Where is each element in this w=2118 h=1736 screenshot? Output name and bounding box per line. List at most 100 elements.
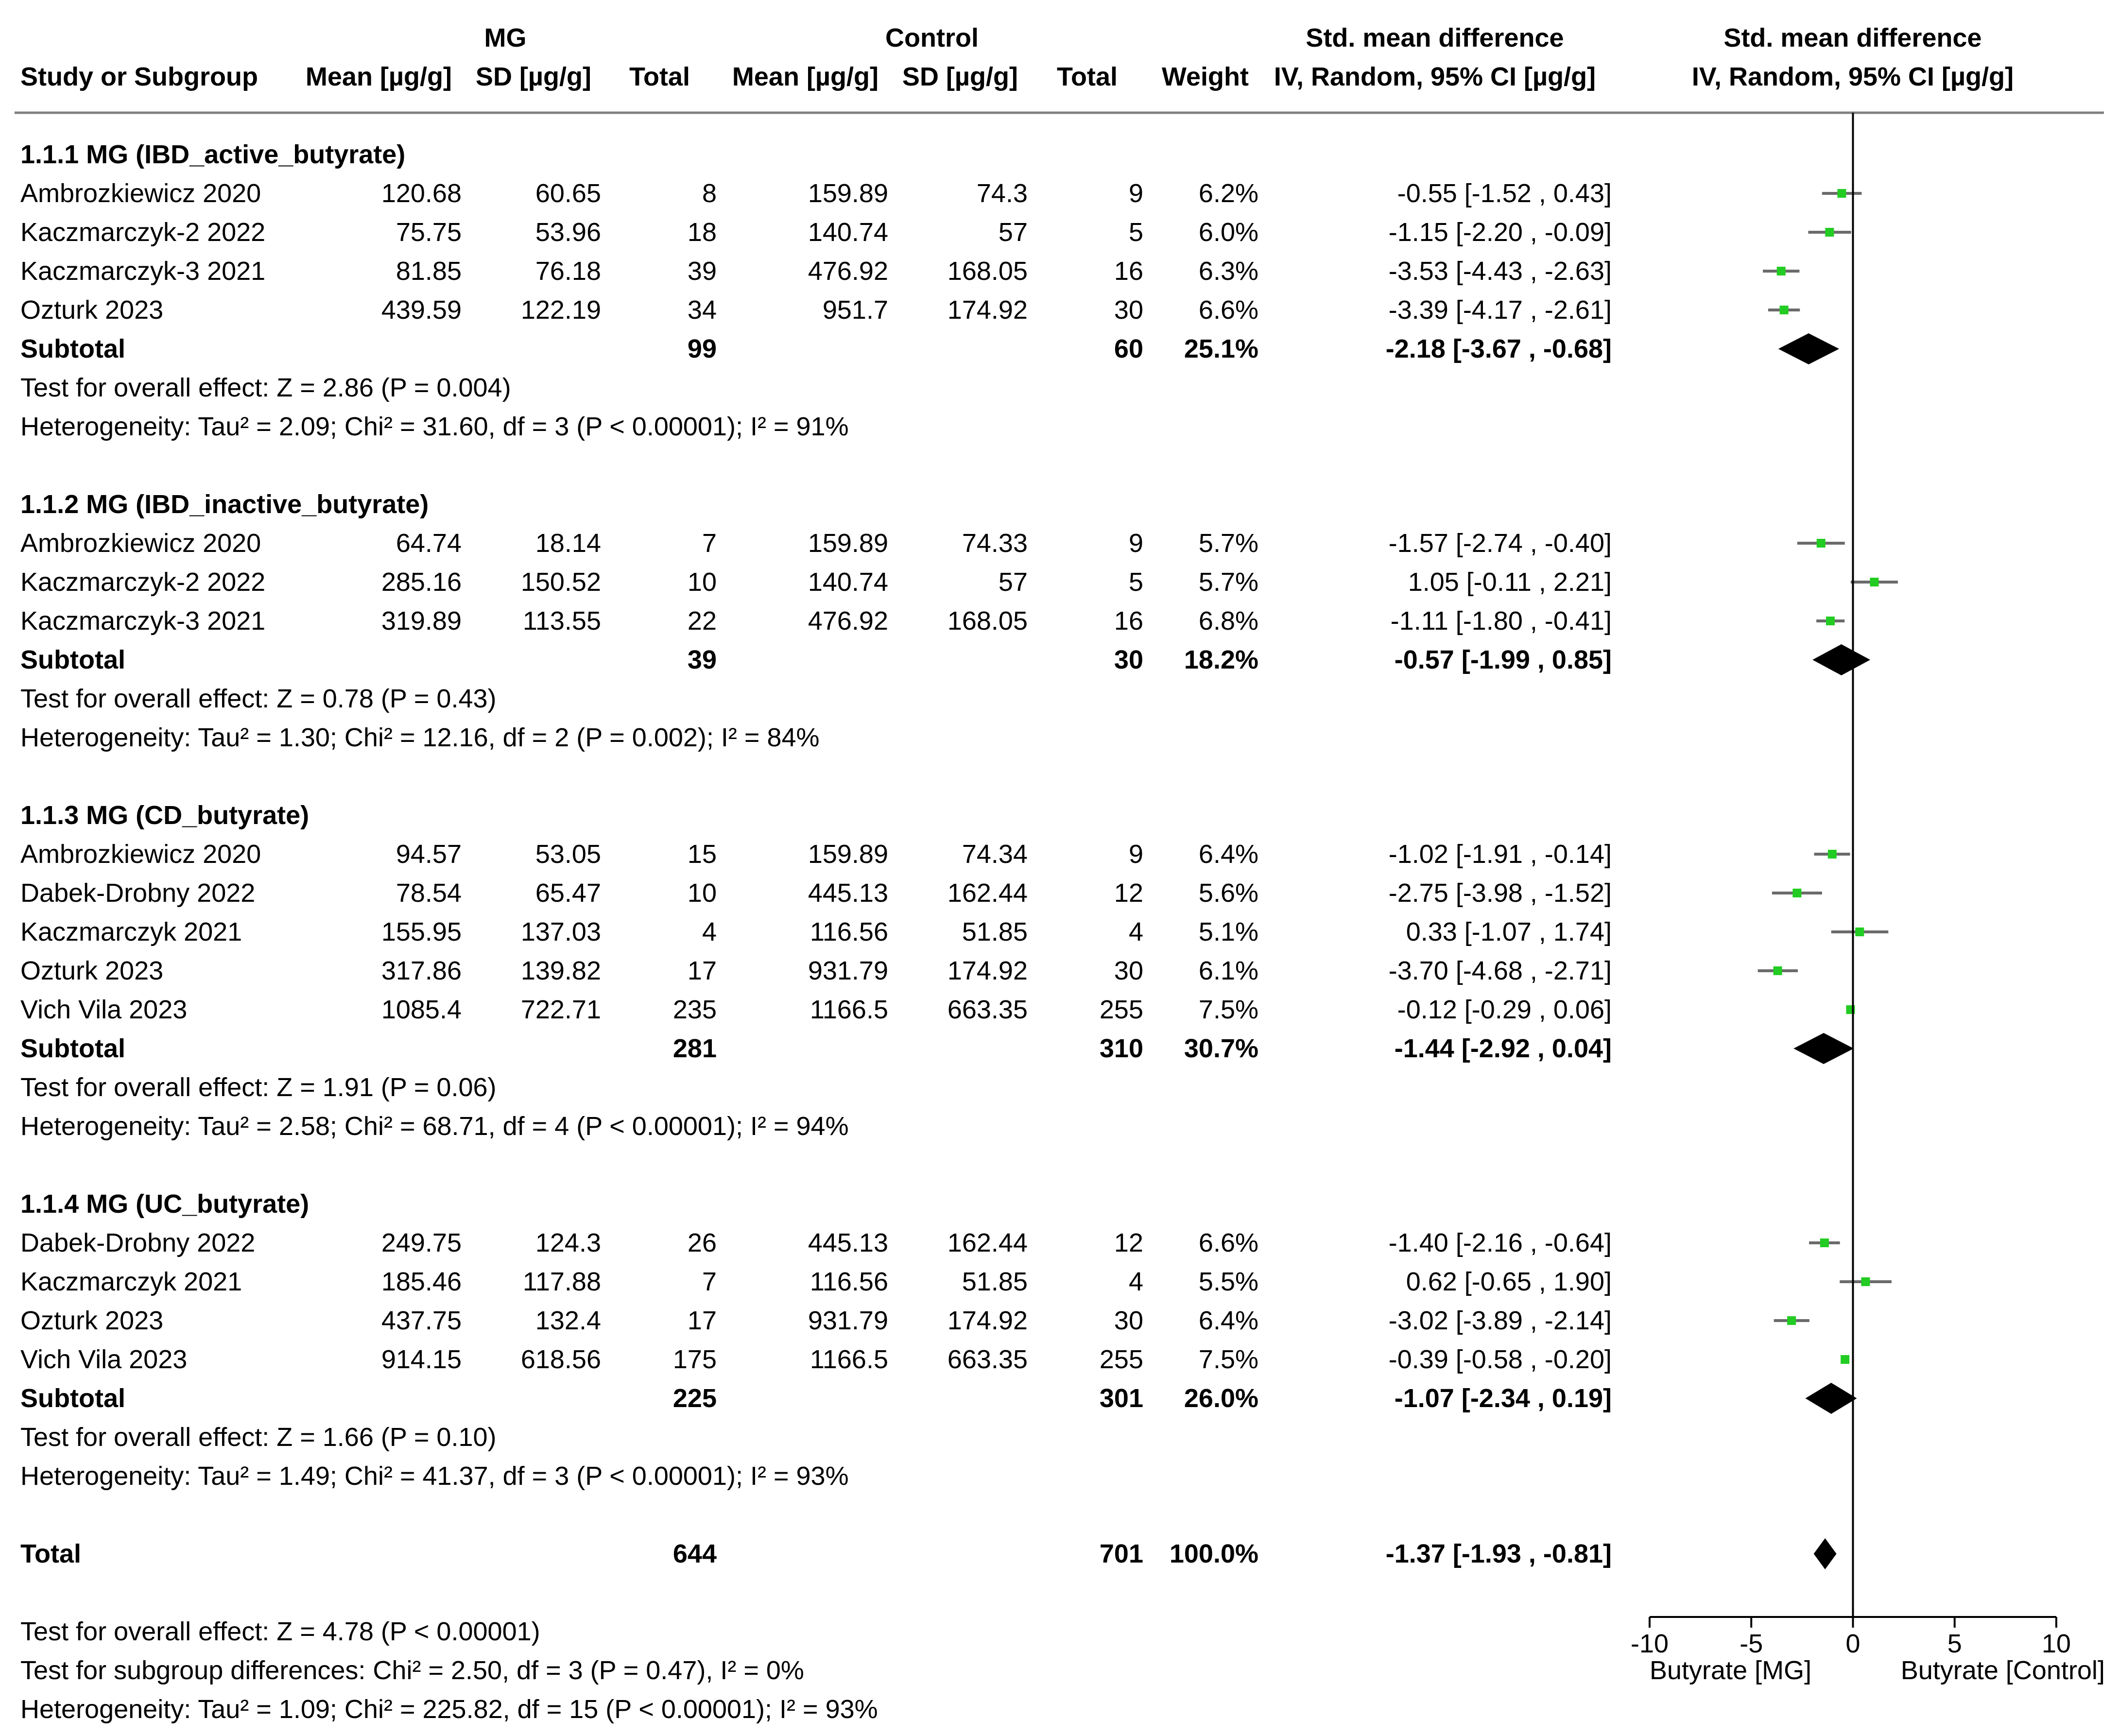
total1: 10 [688,567,717,597]
study-name: Kaczmarczyk 2021 [20,917,242,946]
subtotal-ci-text: -1.07 [-2.34 , 0.19] [1395,1384,1612,1413]
mean2: 140.74 [808,567,888,597]
group2-header: Control [885,23,979,52]
total-label: Total [20,1539,81,1568]
mean1: 285.16 [381,567,462,597]
mean2: 476.92 [808,257,888,286]
study-name: Kaczmarczyk 2021 [20,1267,242,1296]
mean1: 914.15 [381,1345,462,1374]
sd1: 139.82 [521,956,601,985]
weight: 7.5% [1199,1345,1258,1374]
ci-text: -1.57 [-2.74 , -0.40] [1389,529,1612,558]
total1: 10 [688,878,717,908]
total-ci-text: -1.37 [-1.93 , -0.81] [1386,1539,1612,1568]
study-name: Kaczmarczyk-3 2021 [20,257,265,286]
total1: 17 [688,956,717,985]
sd1: 132.4 [535,1306,601,1335]
sd2: 663.35 [947,1345,1028,1374]
ci-text: -3.02 [-3.89 , -2.14] [1389,1306,1612,1335]
weight: 5.1% [1199,917,1258,946]
subtotal-weight: 25.1% [1184,334,1258,363]
study-name: Kaczmarczyk-2 2022 [20,218,265,247]
study-name: Vich Vila 2023 [20,1345,187,1374]
mean2: 445.13 [808,878,888,908]
col-sd2: SD [µg/g] [902,62,1018,91]
total2: 255 [1100,1345,1143,1374]
point-estimate [1779,306,1789,314]
plot-header-title: Std. mean difference [1723,23,1981,52]
ci-text: 0.33 [-1.07 , 1.74] [1406,917,1612,946]
subtotal-total1: 281 [673,1034,717,1063]
weight: 6.4% [1199,1306,1258,1335]
col-total2: Total [1057,62,1118,91]
study-name: Dabek-Drobny 2022 [20,878,255,908]
study-name: Ambrozkiewicz 2020 [20,529,261,558]
mean1: 317.86 [381,956,462,985]
subtotal-diamond [1812,644,1871,675]
sd2: 162.44 [947,878,1028,908]
total1: 17 [688,1306,717,1335]
sd1: 65.47 [535,878,601,908]
mean1: 319.89 [381,606,462,636]
point-estimate [1870,578,1879,586]
sd1: 18.14 [535,529,601,558]
subtotal-total1: 39 [688,645,717,674]
weight: 6.1% [1199,956,1258,985]
weight: 6.8% [1199,606,1258,636]
ci-text: -1.02 [-1.91 , -0.14] [1389,840,1612,869]
subgroup-title: 1.1.4 MG (UC_butyrate) [20,1189,309,1219]
subtotal-diamond [1793,1033,1854,1064]
study-name: Dabek-Drobny 2022 [20,1228,255,1257]
sd1: 53.05 [535,840,601,869]
subtotal-ci-text: -1.44 [-2.92 , 0.04] [1395,1034,1612,1063]
mean2: 159.89 [808,840,888,869]
footer-stat-2: Test for subgroup differences: Chi² = 2.… [20,1656,804,1685]
mean2: 931.79 [808,956,888,985]
weight: 6.3% [1199,257,1258,286]
total1: 26 [688,1228,717,1257]
mean1: 155.95 [381,917,462,946]
footer-stat-1: Test for overall effect: Z = 4.78 (P < 0… [20,1617,540,1646]
point-estimate [1773,966,1782,975]
subtotal-weight: 26.0% [1184,1384,1258,1413]
ci-text: -3.39 [-4.17 , -2.61] [1389,295,1612,325]
weight: 5.7% [1199,529,1258,558]
subtotal-weight: 18.2% [1184,645,1258,674]
sd1: 618.56 [521,1345,601,1374]
subtotal-ci-text: -2.18 [-3.67 , -0.68] [1386,334,1612,363]
sd1: 137.03 [521,917,601,946]
weight: 6.6% [1199,295,1258,325]
study-name: Vich Vila 2023 [20,995,187,1024]
footer-stat-3: Heterogeneity: Tau² = 1.09; Chi² = 225.8… [20,1695,878,1724]
total1: 7 [702,529,717,558]
total2: 9 [1129,179,1143,208]
point-estimate [1841,1355,1850,1364]
total1: 235 [673,995,717,1024]
mean1: 64.74 [396,529,462,558]
sd2: 168.05 [947,257,1028,286]
x-tick-label: 5 [1947,1629,1962,1658]
subtotal-label: Subtotal [20,1034,125,1063]
mean2: 116.56 [810,1267,888,1296]
sd1: 53.96 [535,218,601,247]
effect-header-method: IV, Random, 95% CI [µg/g] [1274,62,1596,91]
total1: 175 [673,1345,717,1374]
subgroup-title: 1.1.2 MG (IBD_inactive_butyrate) [20,490,429,519]
point-estimate [1792,889,1802,897]
plot-header-method: IV, Random, 95% CI [µg/g] [1692,62,2014,91]
ci-text: -0.12 [-0.29 , 0.06] [1397,995,1612,1024]
subtotal-ci-text: -0.57 [-1.99 , 0.85] [1395,645,1612,674]
point-estimate [1820,1238,1829,1247]
effect-header-title: Std. mean difference [1306,23,1564,52]
total2: 5 [1129,218,1143,247]
subgroup-title: 1.1.1 MG (IBD_active_butyrate) [20,140,405,169]
weight: 5.6% [1199,878,1258,908]
subgroup-title: 1.1.3 MG (CD_butyrate) [20,801,309,830]
sd2: 74.3 [977,179,1028,208]
total2: 4 [1129,917,1143,946]
sd2: 57 [999,218,1028,247]
mean1: 439.59 [381,295,462,325]
total1: 4 [702,917,717,946]
col-study: Study or Subgroup [20,62,258,91]
group1-header: MG [484,23,527,52]
